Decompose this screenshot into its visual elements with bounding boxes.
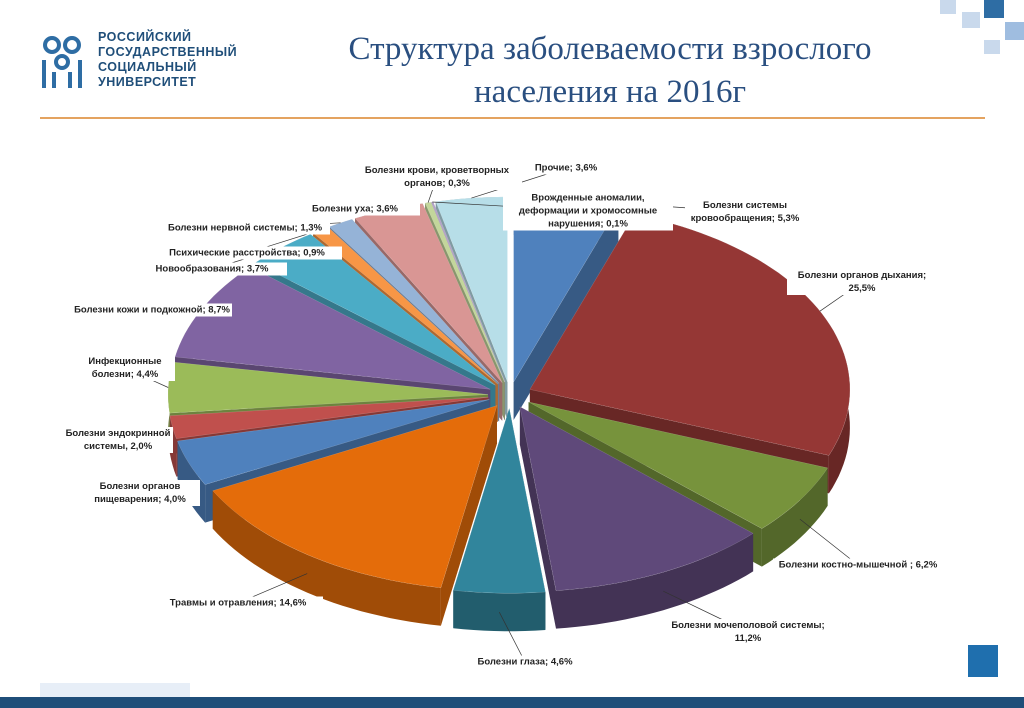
- footer-bar: [0, 697, 1024, 708]
- category-label: Прочие;: [534, 162, 573, 174]
- slice-side: [440, 405, 497, 626]
- value-label: 1,3%: [300, 222, 323, 234]
- category-label: Болезни системы кровообращения;: [690, 200, 787, 224]
- data-label: Новообразования; 3,7%: [137, 262, 287, 276]
- data-label: Болезни мочеполовой системы; 11,2%: [663, 619, 833, 645]
- value-label: 11,2%: [734, 633, 762, 644]
- data-label: Врожденные аномалии, деформации и хромос…: [503, 191, 673, 231]
- category-label: Врожденные аномалии, деформации и хромос…: [518, 192, 658, 230]
- data-label: Болезни уха; 3,6%: [290, 202, 420, 216]
- leader-line: [498, 611, 526, 663]
- category-label: Болезни кожи и подкожной;: [74, 304, 206, 316]
- slice-side: [556, 533, 754, 629]
- value-label: 2,0%: [130, 441, 153, 452]
- footer-decor: [40, 683, 190, 697]
- value-label: 25,5%: [848, 283, 876, 294]
- data-label: Болезни эндокринной системы, 2,0%: [63, 427, 173, 453]
- data-label: Болезни крови, кроветворных органов; 0,3…: [352, 164, 522, 190]
- category-label: Болезни костно-мышечной ;: [778, 559, 913, 571]
- data-label: Болезни органов пищеварения; 4,0%: [80, 480, 200, 506]
- category-label: Болезни органов пищеварения;: [94, 481, 181, 505]
- slice: [212, 405, 498, 589]
- slice: [177, 399, 490, 485]
- corner-decor: [940, 0, 1024, 54]
- category-label: Болезни глаза;: [477, 656, 549, 668]
- data-label: Болезни костно-мышечной ; 6,2%: [773, 558, 943, 572]
- value-label: 14,6%: [279, 597, 307, 609]
- category-label: Инфекционные болезни;: [88, 356, 162, 380]
- slice: [452, 408, 546, 594]
- slice-side: [453, 590, 546, 632]
- category-label: Болезни уха;: [312, 203, 374, 215]
- data-label: Болезни органов дыхания; 25,5%: [787, 269, 937, 295]
- slice-side: [761, 467, 828, 567]
- category-label: Болезни нервной системы;: [167, 222, 298, 234]
- value-label: 5,3%: [777, 213, 800, 224]
- category-label: Болезни органов дыхания;: [797, 270, 927, 281]
- logo-line: РОССИЙСКИЙ: [98, 30, 192, 44]
- logo-icon: [42, 36, 82, 88]
- value-label: 0,9%: [303, 247, 325, 259]
- value-label: 0,3%: [448, 178, 470, 189]
- data-label: Болезни глаза; 4,6%: [465, 655, 585, 669]
- slice: [528, 401, 829, 529]
- value-label: 3,7%: [246, 263, 269, 275]
- value-label: 8,7%: [208, 304, 230, 316]
- leader-line: [799, 518, 859, 566]
- data-label: Болезни системы кровообращения; 5,3%: [685, 199, 805, 225]
- category-label: Психические расстройства;: [169, 247, 301, 259]
- value-label: 3,6%: [376, 203, 398, 215]
- footer-square: [968, 645, 998, 677]
- slice-side: [519, 406, 556, 629]
- value-label: 6,2%: [915, 559, 938, 571]
- slice: [519, 406, 754, 591]
- slice-side: [212, 490, 441, 626]
- logo-line: УНИВЕРСИТЕТ: [98, 75, 197, 89]
- category-label: Болезни крови, кроветворных органов;: [364, 165, 510, 189]
- category-label: Травмы и отравления;: [169, 597, 277, 609]
- data-label: Болезни кожи и подкожной; 8,7%: [72, 303, 232, 317]
- logo-text: РОССИЙСКИЙ ГОСУДАРСТВЕННЫЙ СОЦИАЛЬНЫЙ УНИВЕ…: [98, 30, 237, 90]
- logo-line: СОЦИАЛЬНЫЙ: [98, 60, 197, 74]
- pie: [167, 196, 851, 632]
- data-label: Болезни нервной системы; 1,3%: [160, 221, 330, 235]
- category-label: Болезни мочеполовой системы;: [671, 620, 825, 631]
- value-label: 4,6%: [550, 656, 573, 668]
- chart-title: Структура заболеваемости взрослого насел…: [348, 31, 872, 110]
- value-label: 3,6%: [575, 162, 598, 174]
- category-label: Новообразования;: [155, 263, 245, 275]
- data-label: Травмы и отравления; 14,6%: [153, 596, 323, 610]
- category-label: Болезни эндокринной системы,: [65, 428, 171, 452]
- value-label: 4,4%: [136, 369, 159, 380]
- logo-line: ГОСУДАРСТВЕННЫЙ: [98, 45, 238, 59]
- slice-side: [513, 207, 619, 420]
- value-label: 4,0%: [164, 494, 186, 505]
- data-label: Инфекционные болезни; 4,4%: [75, 355, 175, 381]
- data-label: Прочие; 3,6%: [516, 161, 616, 175]
- value-label: 0,1%: [606, 218, 628, 230]
- data-label: Психические расстройства; 0,9%: [152, 246, 342, 260]
